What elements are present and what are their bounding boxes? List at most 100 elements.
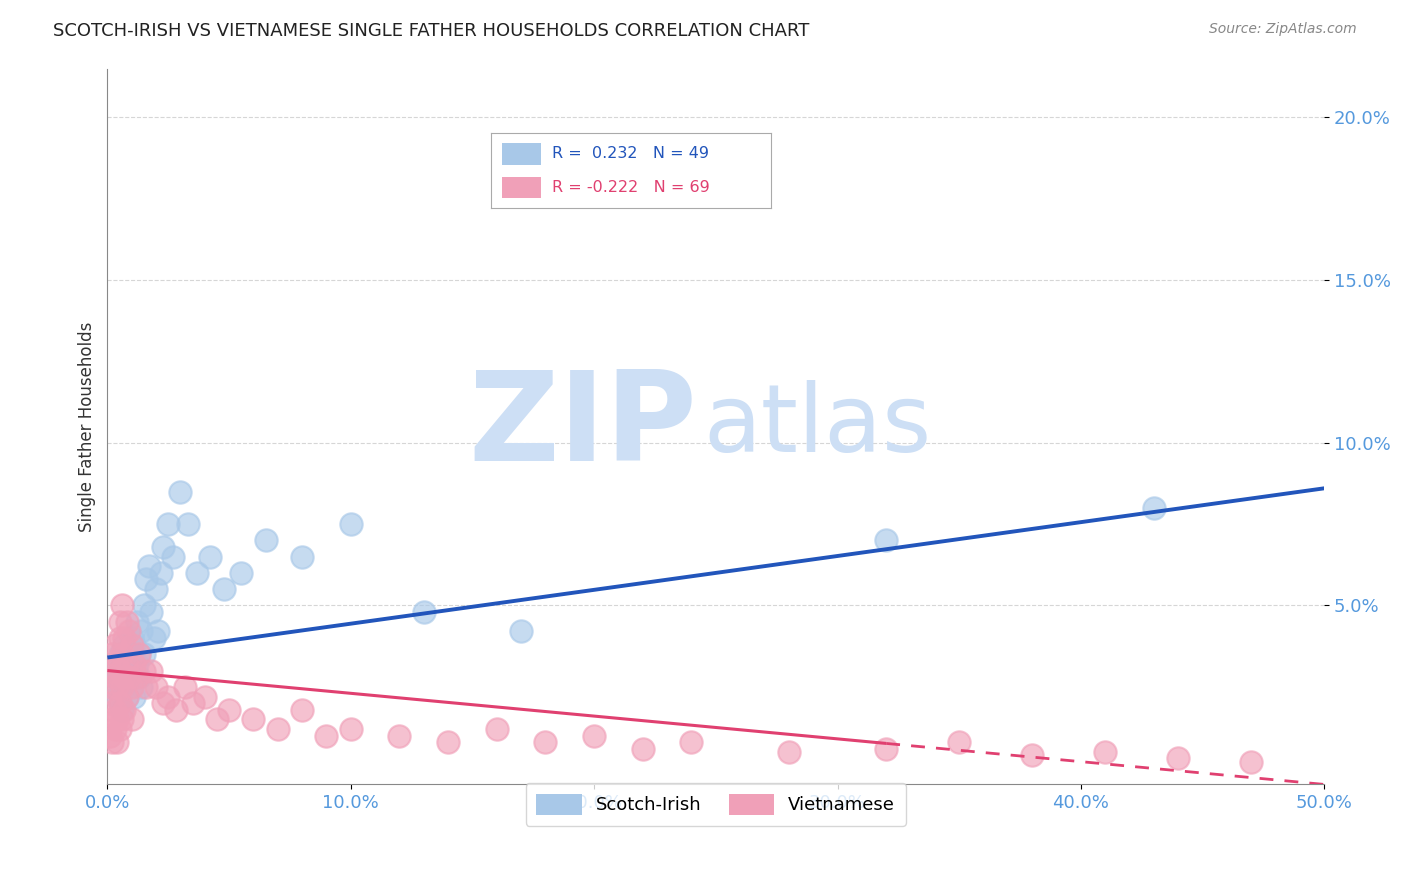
Point [778, 745, 800, 759]
Point [291, 549, 314, 564]
Point [112, 670, 135, 684]
Point [115, 657, 138, 671]
Point [145, 680, 167, 694]
Point [1143, 500, 1166, 515]
Point [875, 741, 897, 756]
Point [118, 670, 141, 684]
Text: ZIP: ZIP [468, 366, 697, 487]
Point [104, 670, 127, 684]
Point [101, 647, 124, 661]
Point [121, 664, 143, 678]
Point [115, 615, 138, 629]
Point [132, 599, 155, 613]
Point [1094, 745, 1116, 759]
Point [194, 690, 217, 704]
Point [104, 670, 127, 684]
Point [125, 615, 148, 629]
Point [510, 624, 533, 639]
Text: SCOTCH-IRISH VS VIETNAMESE SINGLE FATHER HOUSEHOLDS CORRELATION CHART: SCOTCH-IRISH VS VIETNAMESE SINGLE FATHER… [53, 22, 810, 40]
Point [157, 517, 180, 532]
Point [118, 670, 141, 684]
Point [681, 735, 703, 749]
Point [339, 517, 361, 532]
Point [112, 631, 135, 645]
Point [105, 680, 128, 694]
Point [105, 735, 128, 749]
Point [128, 647, 150, 661]
Point [111, 712, 134, 726]
Point [169, 484, 191, 499]
Point [98, 729, 121, 743]
Point [1021, 748, 1043, 763]
Point [132, 664, 155, 678]
Point [198, 549, 221, 564]
Point [132, 647, 155, 661]
Point [135, 573, 157, 587]
Point [165, 702, 187, 716]
Point [101, 712, 124, 726]
Point [583, 729, 606, 743]
Point [105, 712, 128, 726]
Point [112, 702, 135, 716]
Point [118, 624, 141, 639]
Point [218, 702, 240, 716]
Point [108, 696, 131, 710]
Point [152, 696, 174, 710]
Point [115, 664, 138, 678]
Point [111, 599, 134, 613]
Point [108, 664, 131, 678]
Point [111, 702, 134, 716]
Point [388, 729, 411, 743]
Point [111, 657, 134, 671]
Point [122, 657, 145, 671]
Point [104, 722, 127, 736]
Point [176, 517, 198, 532]
Point [1167, 751, 1189, 765]
Text: atlas: atlas [703, 381, 932, 473]
Point [485, 722, 508, 736]
Point [315, 729, 337, 743]
Point [108, 647, 131, 661]
Point [148, 624, 170, 639]
Point [145, 582, 167, 597]
Point [267, 722, 290, 736]
Point [152, 540, 174, 554]
Point [1240, 755, 1263, 769]
Point [534, 735, 557, 749]
Point [412, 605, 434, 619]
Point [339, 722, 361, 736]
Point [115, 690, 138, 704]
Point [141, 605, 163, 619]
Point [122, 690, 145, 704]
Point [101, 735, 124, 749]
Point [101, 664, 124, 678]
Point [181, 696, 204, 710]
Point [141, 664, 163, 678]
Point [105, 690, 128, 704]
Point [875, 533, 897, 548]
Point [104, 702, 127, 716]
Point [125, 670, 148, 684]
Point [118, 647, 141, 661]
Point [104, 638, 127, 652]
Legend: Scotch-Irish, Vietnamese: Scotch-Irish, Vietnamese [526, 783, 905, 825]
Point [142, 631, 165, 645]
Point [121, 712, 143, 726]
Point [112, 638, 135, 652]
Point [98, 680, 121, 694]
Point [121, 638, 143, 652]
Point [101, 680, 124, 694]
Text: Source: ZipAtlas.com: Source: ZipAtlas.com [1209, 22, 1357, 37]
Point [205, 712, 228, 726]
Point [105, 657, 128, 671]
Point [111, 647, 134, 661]
Point [111, 680, 134, 694]
Point [128, 647, 150, 661]
Point [122, 638, 145, 652]
Point [108, 696, 131, 710]
Point [186, 566, 208, 580]
Point [254, 533, 277, 548]
Point [98, 664, 121, 678]
Point [108, 722, 131, 736]
Point [131, 680, 153, 694]
